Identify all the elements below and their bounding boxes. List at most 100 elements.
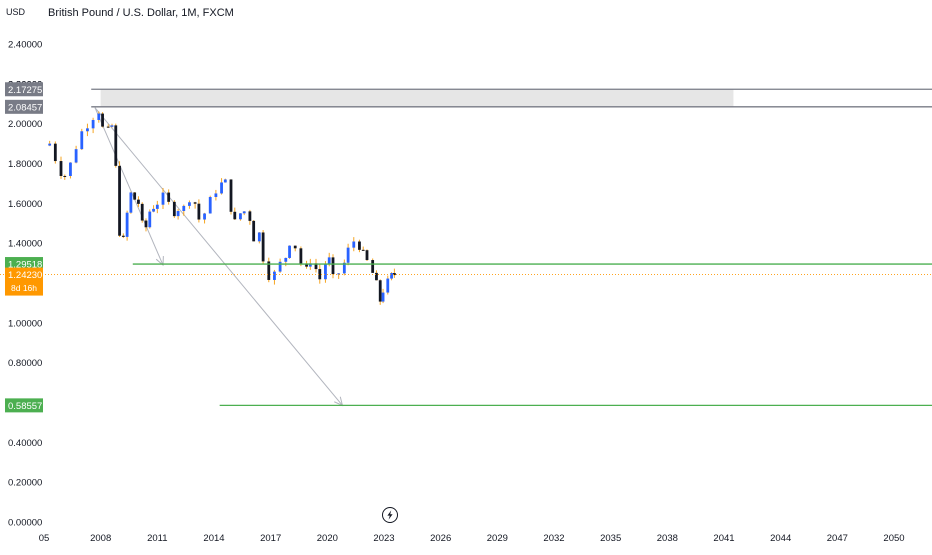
- candle: [133, 192, 137, 200]
- candle: [125, 210, 129, 241]
- candle: [242, 211, 246, 216]
- candle: [239, 213, 242, 221]
- candle: [59, 156, 63, 179]
- candle: [288, 245, 291, 259]
- candle: [337, 273, 341, 279]
- resistance-zone[interactable]: [100, 89, 734, 107]
- x-tick-label: 2017: [260, 533, 281, 544]
- x-tick-label: 2008: [90, 533, 111, 544]
- candle: [223, 178, 227, 183]
- x-axis: 05 2008 2011 2014 2017 2020 2023 2026 2029 2032 20…: [39, 533, 905, 544]
- x-tick-label: 2014: [203, 533, 224, 544]
- candle: [121, 233, 125, 239]
- candle: [144, 218, 148, 232]
- candle: [284, 257, 288, 267]
- candle: [386, 275, 390, 295]
- candle: [129, 191, 133, 214]
- candle: [358, 239, 361, 253]
- price-level-badge[interactable]: 2.08457: [5, 99, 43, 114]
- candle: [53, 141, 57, 164]
- x-tick-label: 2026: [430, 533, 451, 544]
- candle: [208, 195, 212, 214]
- candle: [197, 199, 201, 223]
- candle: [346, 243, 350, 266]
- candle: [114, 123, 118, 168]
- x-tick-label: 2011: [147, 533, 167, 544]
- candle: [152, 205, 155, 213]
- x-tick-label: 2020: [317, 533, 338, 544]
- candle: [172, 200, 176, 218]
- x-tick-label: 2047: [827, 533, 848, 544]
- candle: [293, 245, 297, 252]
- candle: [91, 117, 95, 134]
- x-tick-label: 05: [39, 533, 50, 544]
- candle: [314, 258, 318, 273]
- candle: [106, 124, 110, 128]
- lightning-icon[interactable]: [382, 507, 398, 523]
- candle: [252, 220, 256, 242]
- candle: [118, 161, 121, 237]
- y-tick-label: 1.00000: [8, 318, 42, 329]
- trend-arrow[interactable]: [94, 107, 164, 267]
- candle: [371, 258, 375, 273]
- y-tick-label: 1.40000: [8, 239, 42, 250]
- candle: [176, 209, 180, 220]
- x-tick-label: 2032: [543, 533, 564, 544]
- candle: [148, 209, 152, 229]
- x-tick-label: 2041: [713, 533, 734, 544]
- x-tick-label: 2023: [373, 533, 394, 544]
- bar-countdown-text: 8d 16h: [11, 283, 37, 293]
- candle: [365, 249, 369, 262]
- last-price-badge[interactable]: 1.24230 8d 16h: [5, 267, 43, 296]
- y-tick-label: 2.00000: [8, 119, 42, 130]
- candle: [318, 264, 322, 284]
- price-level-badge[interactable]: 0.58557: [5, 398, 43, 413]
- y-tick-label: 0.40000: [8, 438, 42, 449]
- x-tick-label: 2029: [487, 533, 508, 544]
- candle: [378, 279, 382, 305]
- candle: [361, 246, 365, 251]
- chart-title: British Pound / U.S. Dollar, 1M, FXCM: [48, 7, 234, 19]
- candle: [110, 123, 114, 128]
- candle: [381, 288, 385, 304]
- currency-label: USD: [6, 7, 26, 17]
- x-tick-label: 2038: [657, 533, 678, 544]
- candle: [203, 212, 206, 224]
- price-level-badge[interactable]: 1.29518: [5, 257, 43, 272]
- candle: [97, 111, 101, 123]
- candle: [214, 189, 218, 201]
- candle: [278, 258, 282, 273]
- candle: [229, 179, 233, 215]
- candle: [161, 187, 165, 209]
- y-tick-label: 0.80000: [8, 358, 42, 369]
- candle: [257, 232, 261, 244]
- candle: [167, 189, 171, 205]
- y-tick-label: 1.60000: [8, 199, 42, 210]
- y-tick-label: 0.20000: [8, 478, 42, 489]
- candle: [48, 140, 52, 147]
- candle: [390, 272, 393, 281]
- candle: [261, 230, 265, 264]
- trend-arrow[interactable]: [94, 107, 344, 407]
- candle: [69, 162, 72, 179]
- price-level-badge-text: 0.58557: [8, 401, 42, 412]
- candle: [220, 178, 223, 195]
- candle: [352, 237, 356, 252]
- candle: [273, 269, 276, 285]
- y-tick-label: 1.80000: [8, 159, 42, 170]
- price-level-badge-text: 2.08457: [8, 102, 42, 113]
- candle: [299, 246, 303, 267]
- candle: [342, 259, 346, 276]
- candle: [74, 145, 78, 164]
- price-level-badge[interactable]: 2.17275: [5, 82, 43, 97]
- x-tick-label: 2044: [770, 533, 791, 544]
- candle: [305, 260, 308, 269]
- candle: [182, 204, 186, 216]
- candle: [324, 261, 327, 283]
- price-level-badge-text: 2.17275: [8, 85, 42, 96]
- candle: [137, 196, 140, 208]
- y-tick-label: 2.40000: [8, 40, 42, 51]
- candle: [375, 270, 378, 281]
